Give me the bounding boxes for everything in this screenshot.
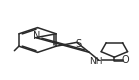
Text: S: S bbox=[75, 39, 81, 49]
Text: NH: NH bbox=[89, 57, 102, 66]
Text: N: N bbox=[33, 31, 40, 41]
Text: O: O bbox=[121, 55, 129, 65]
